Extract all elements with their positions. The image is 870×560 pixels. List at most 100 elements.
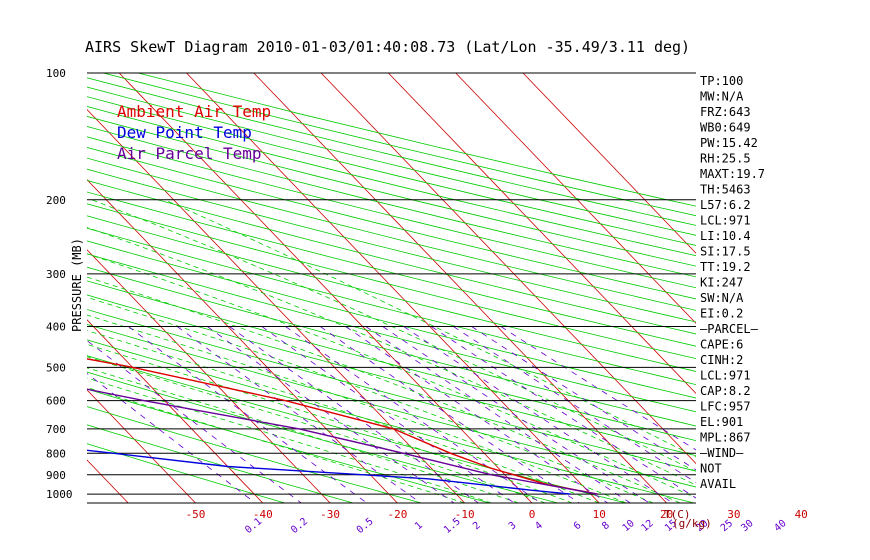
mixing-ratio-line — [345, 326, 608, 503]
moist-adiabat-line — [87, 276, 681, 503]
index-item: AVAIL — [700, 477, 736, 491]
isotherm-line — [118, 73, 533, 503]
moist-adiabat-line — [87, 330, 600, 503]
dry-adiabat-line — [87, 443, 285, 503]
dry-adiabat-line — [87, 157, 696, 311]
chart-legend: Ambient Air Temp Dew Point Temp Air Parcel… — [117, 102, 271, 163]
series-line-ambient-air-temp — [87, 358, 598, 495]
dry-adiabat-line — [87, 371, 558, 503]
series-line-dew-point-temp — [87, 449, 571, 495]
mixing-ratio-line — [285, 326, 541, 503]
index-item: CAPE:6 — [700, 338, 743, 352]
moist-adiabat-line — [87, 226, 696, 486]
bottom-temp-tick-label: -30 — [320, 508, 340, 521]
isotherm-line — [320, 73, 696, 465]
moist-adiabat-line — [87, 253, 696, 499]
dry-adiabat-line — [87, 106, 696, 257]
mixing-ratio-line — [261, 326, 515, 503]
index-item: LCL:971 — [700, 369, 751, 383]
mixing-ratio-line — [87, 372, 256, 503]
moist-adiabat-grid — [87, 199, 696, 503]
index-item: RH:25.5 — [700, 152, 751, 166]
moist-adiabat-line — [87, 387, 465, 503]
bottom-temp-tick-label: 10 — [593, 508, 606, 521]
bottom-temp-tick-label: 20 — [660, 508, 673, 521]
index-item: MPL:867 — [700, 431, 751, 445]
mixing-ratio-label: 1 — [413, 520, 425, 532]
index-item: SW:N/A — [700, 291, 744, 305]
dry-adiabat-line — [87, 116, 696, 267]
dry-adiabat-line — [87, 266, 696, 427]
moist-adiabat-line — [164, 199, 696, 458]
dry-adiabat-line — [87, 126, 696, 278]
bottom-temperature-axis: -50 -40 -30 -20 -10 0 10 20 30 40 — [186, 508, 808, 521]
mixing-ratio-label: 12 — [639, 518, 655, 534]
dry-adiabat-line — [87, 388, 490, 503]
index-item: PW:15.42 — [700, 136, 758, 150]
pressure-tick-label: 200 — [46, 194, 66, 207]
mixing-ratio-label: 0.5 — [355, 516, 376, 536]
index-item: WB0:649 — [700, 121, 751, 135]
moist-adiabat-line — [87, 296, 654, 503]
index-item: MAXT:19.7 — [700, 167, 765, 181]
dry-adiabat-line — [87, 339, 695, 503]
sounding-series — [87, 358, 598, 495]
dry-adiabat-line — [87, 294, 696, 457]
dry-adiabat-line — [87, 168, 696, 323]
moist-adiabat-line — [91, 199, 696, 472]
index-item: LCL:971 — [700, 214, 751, 228]
x-axis-label: T(C) — [664, 508, 691, 521]
index-item: MW:N/A — [700, 90, 744, 104]
mixing-ratio-label: 4 — [533, 520, 545, 532]
bottom-temp-tick-label: -50 — [186, 508, 206, 521]
moist-adiabat-line — [87, 314, 627, 503]
dry-adiabat-line — [87, 227, 696, 386]
bottom-temp-tick-label: 40 — [795, 508, 808, 521]
dry-adiabat-line — [87, 355, 627, 503]
index-item: SI:17.5 — [700, 245, 751, 259]
dry-adiabat-line — [87, 406, 422, 503]
index-item: TH:5463 — [700, 183, 751, 197]
index-item: EI:0.2 — [700, 307, 743, 321]
dry-adiabat-line — [87, 309, 696, 472]
mixing-ratio-label: 10 — [621, 518, 637, 534]
isotherm-line — [522, 73, 696, 254]
dry-adiabat-line — [87, 280, 696, 442]
isotherm-line — [87, 389, 196, 503]
mixing-ratio-label: 40 — [772, 518, 788, 534]
isotherm-line — [87, 179, 398, 503]
pressure-tick-label: 1000 — [46, 488, 73, 501]
bottom-temp-tick-label: -20 — [387, 508, 407, 521]
moist-adiabat-line — [87, 377, 492, 503]
isobar-grid — [87, 72, 696, 504]
mixing-ratio-label: 30 — [739, 518, 755, 534]
mixing-ratio-label: 0.2 — [289, 516, 310, 536]
dry-adiabat-line — [87, 191, 696, 347]
mixing-ratio-line — [207, 326, 455, 503]
legend-entry: Air Parcel Temp — [117, 144, 262, 163]
dry-adiabat-line — [87, 215, 696, 372]
dry-adiabat-line — [87, 240, 696, 399]
isotherm-line — [0, 73, 61, 503]
bottom-temp-tick-label: -40 — [253, 508, 273, 521]
pressure-axis: 100 200 300 400 500 600 700 800 900 1000 — [46, 67, 73, 501]
isotherm-line — [388, 73, 696, 394]
index-item: —WIND— — [700, 446, 744, 460]
index-item: EL:901 — [700, 415, 743, 429]
legend-entry: Ambient Air Temp — [117, 102, 271, 121]
mixing-ratio-grid — [87, 326, 696, 503]
dry-adiabat-line — [87, 136, 696, 289]
pressure-tick-label: 600 — [46, 395, 66, 408]
mixing-ratio-unit: (g/kg) — [672, 517, 712, 530]
mixing-ratio-line — [229, 326, 479, 503]
mixing-ratio-line — [403, 326, 673, 503]
index-item: FRZ:643 — [700, 105, 751, 119]
mixing-ratio-label: 8 — [600, 520, 612, 532]
index-item: LI:10.4 — [700, 229, 751, 243]
dry-adiabat-line — [87, 424, 354, 503]
isotherm-line — [455, 73, 696, 324]
index-item: CAP:8.2 — [700, 384, 751, 398]
index-item: NOT — [700, 462, 722, 476]
mixing-ratio-line — [319, 326, 580, 503]
